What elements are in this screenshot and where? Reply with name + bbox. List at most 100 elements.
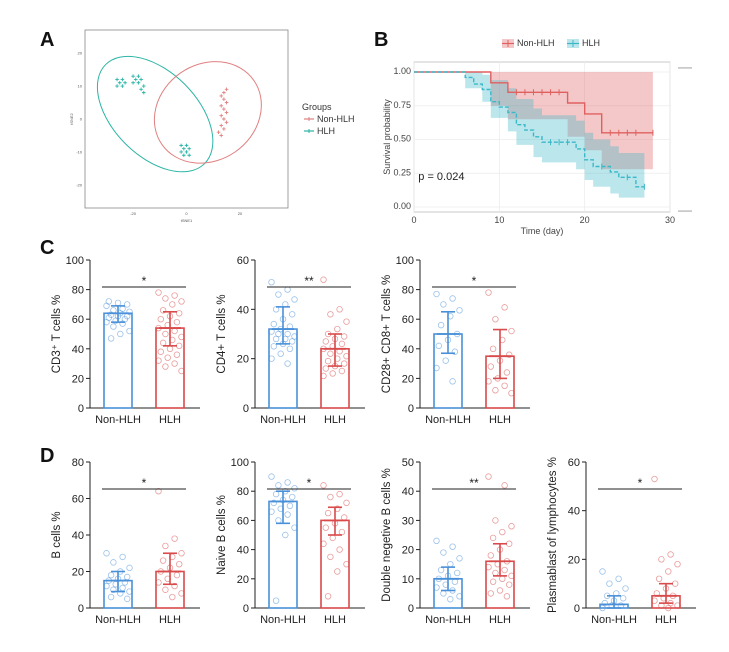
data-point-1-0 — [651, 475, 658, 483]
tsne-xtick: -20 — [130, 211, 137, 216]
data-point-1-0 — [320, 276, 327, 283]
data-point-1-1 — [501, 304, 508, 311]
data-point-0-11 — [433, 584, 440, 591]
data-point-0-1 — [119, 553, 126, 561]
data-point-1-22 — [320, 372, 327, 380]
y-tick-label: 40 — [568, 506, 580, 518]
tsne-point-hlh-11 — [136, 80, 141, 85]
significance-stars: ** — [469, 476, 479, 490]
y-tick-label: 40 — [402, 486, 414, 498]
bar-chart-D4: 0 20 40 60 Plasmablast of lymphocytes % Non-H… — [547, 457, 696, 626]
data-point-1-23 — [171, 360, 178, 367]
y-tick-label: 40 — [72, 344, 84, 356]
data-point-1-14 — [178, 590, 185, 597]
data-point-1-9 — [338, 528, 346, 536]
data-point-1-6 — [506, 351, 513, 358]
tsne-point-hlh-15 — [179, 143, 183, 148]
km-band-1 — [414, 72, 645, 201]
legend-title: Groups — [302, 102, 332, 112]
data-point-1-5 — [159, 307, 167, 314]
category-label-0: Non-HLH — [425, 414, 471, 426]
data-point-1-2 — [327, 493, 334, 501]
data-point-1-9 — [173, 571, 181, 579]
data-point-1-11 — [155, 579, 162, 586]
data-point-1-24 — [162, 363, 169, 370]
tsne-point-nonhlh-12 — [222, 127, 226, 131]
data-point-1-9 — [338, 340, 346, 348]
data-point-0-22 — [268, 355, 275, 362]
data-point-0-13 — [440, 590, 447, 597]
km-xtick: 30 — [665, 215, 675, 225]
data-point-1-5 — [489, 345, 497, 352]
tsne-point-nonhlh-2 — [219, 94, 224, 98]
data-point-1-6 — [672, 580, 679, 587]
km-xtick: 20 — [580, 215, 590, 225]
tsne-point-nonhlh-1 — [224, 87, 229, 92]
data-point-1-11 — [651, 597, 658, 604]
data-point-1-21 — [329, 370, 336, 377]
y-tick-label: 40 — [237, 304, 249, 316]
data-point-1-2 — [162, 542, 169, 550]
data-point-0-1 — [615, 575, 622, 582]
data-point-0-3 — [291, 485, 298, 492]
data-point-0-5 — [437, 566, 445, 574]
y-tick-label: 20 — [237, 354, 249, 366]
y-tick-label: 100 — [231, 457, 249, 469]
tsne-ytick: 0 — [80, 117, 83, 122]
data-point-1-21 — [164, 354, 171, 361]
data-point-0-15 — [117, 330, 124, 338]
data-point-1-17 — [341, 360, 348, 367]
tsne-point-hlh-3 — [123, 80, 127, 85]
tsne-point-hlh-5 — [120, 84, 125, 88]
km-xtick: 10 — [494, 215, 504, 225]
km-ytick: 0.50 — [393, 134, 411, 144]
data-point-1-20 — [173, 351, 181, 358]
km-curve-0 — [414, 71, 653, 134]
tsne-ytick: -20 — [76, 182, 83, 187]
data-point-0-15 — [282, 531, 289, 539]
km-xlabel: Time (day) — [521, 226, 564, 236]
data-point-1-4 — [499, 528, 506, 536]
data-point-1-17 — [506, 581, 513, 588]
data-point-0-14 — [126, 588, 133, 595]
tsne-ylabel: tSNE2 — [69, 112, 74, 124]
data-point-1-10 — [329, 534, 336, 542]
y-axis-label: CD28+ CD8+ T cells % — [381, 275, 393, 393]
y-tick-label: 20 — [402, 373, 414, 385]
data-point-0-5 — [272, 490, 280, 498]
category-label-0: Non-HLH — [95, 614, 141, 626]
data-point-1-12 — [501, 382, 508, 389]
tsne-ytick: -10 — [76, 149, 83, 154]
data-point-0-8 — [270, 499, 277, 507]
data-point-0-0 — [433, 290, 440, 298]
data-point-1-15 — [334, 568, 341, 575]
data-point-0-12 — [449, 378, 456, 385]
data-point-0-8 — [435, 342, 442, 350]
tsne-plot: -20 0 20 20 10 0 -10 -20 tSNE1 tSNE2 Groups Non-HLH… — [69, 29, 355, 223]
data-point-0-6 — [289, 493, 296, 501]
data-point-1-15 — [499, 575, 506, 582]
data-point-0-10 — [442, 357, 449, 364]
data-point-1-3 — [178, 550, 185, 557]
data-point-1-12 — [501, 566, 508, 574]
data-point-1-14 — [343, 353, 350, 360]
tsne-point-hlh-6 — [131, 74, 135, 78]
km-ylabel: Survival probability — [382, 99, 392, 175]
data-point-0-1 — [449, 295, 456, 302]
significance-stars: * — [472, 274, 477, 288]
y-tick-label: 80 — [72, 457, 84, 469]
data-point-1-0 — [485, 473, 492, 480]
legend-swatch-mark — [307, 117, 311, 121]
tsne-point-nonhlh-5 — [219, 104, 224, 108]
tsne-point-hlh-0 — [115, 77, 119, 82]
y-tick-label: 0 — [408, 603, 414, 615]
bar-0 — [103, 312, 133, 409]
data-point-0-13 — [275, 517, 282, 524]
data-point-0-18 — [114, 299, 122, 307]
legend-entry-0: Non-HLH — [317, 114, 355, 124]
data-point-0-1 — [284, 479, 291, 486]
data-point-1-14 — [178, 333, 185, 341]
data-point-0-16 — [107, 335, 115, 342]
data-point-1-3 — [508, 327, 515, 335]
